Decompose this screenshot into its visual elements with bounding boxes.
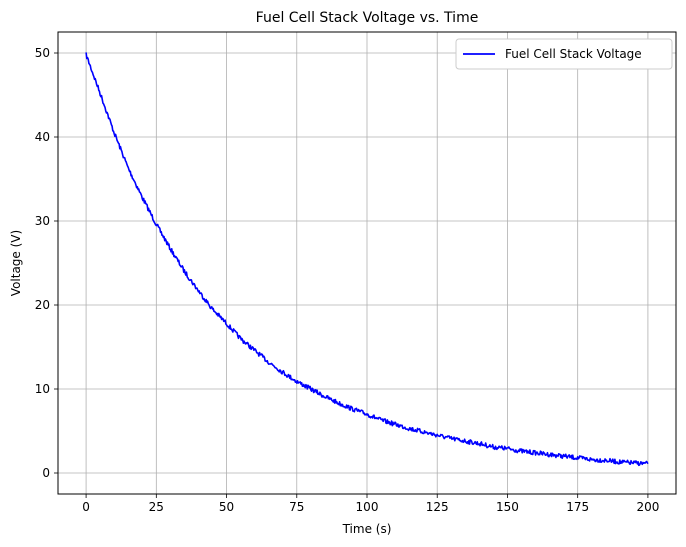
x-tick-label: 25 — [149, 500, 164, 514]
x-tick-label: 150 — [496, 500, 519, 514]
y-tick-label: 30 — [35, 214, 50, 228]
y-tick-label: 50 — [35, 46, 50, 60]
legend: Fuel Cell Stack Voltage — [455, 38, 673, 70]
x-axis-label: Time (s) — [342, 522, 392, 536]
x-tick-label: 0 — [82, 500, 90, 514]
y-tick-label: 20 — [35, 298, 50, 312]
y-tick-label: 10 — [35, 382, 50, 396]
legend-box — [455, 38, 673, 70]
x-tick-label: 200 — [636, 500, 659, 514]
series-line — [85, 52, 649, 467]
x-axis-ticks: 0 25 50 75 100 125 150 175 200 — [82, 494, 659, 514]
y-tick-label: 40 — [35, 130, 50, 144]
x-tick-label: 175 — [566, 500, 589, 514]
grid — [58, 32, 676, 494]
y-axis-ticks: 0 10 20 30 40 50 — [35, 46, 58, 480]
x-tick-label: 125 — [426, 500, 449, 514]
x-tick-label: 50 — [219, 500, 234, 514]
legend-entry-label: Fuel Cell Stack Voltage — [505, 47, 642, 61]
x-tick-label: 75 — [289, 500, 304, 514]
y-tick-label: 0 — [42, 466, 50, 480]
y-axis-label: Voltage (V) — [9, 230, 23, 296]
chart-title: Fuel Cell Stack Voltage vs. Time — [256, 10, 479, 26]
series-layer — [85, 52, 649, 467]
x-tick-label: 100 — [356, 500, 379, 514]
